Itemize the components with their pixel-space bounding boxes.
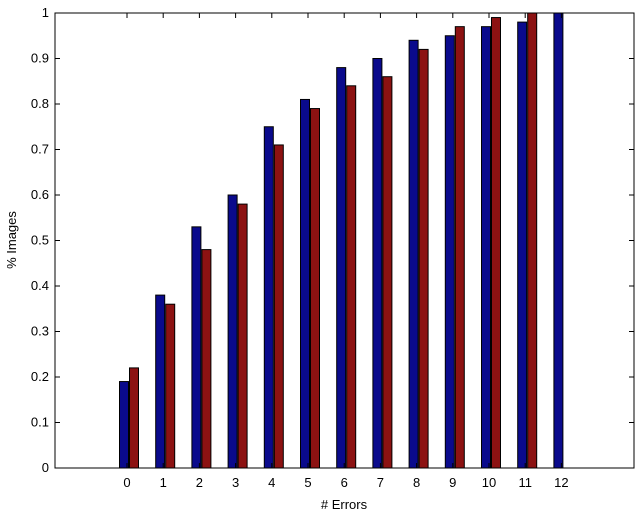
x-tick-label-5: 5 bbox=[304, 475, 311, 490]
y-tick-label-0.2: 0.2 bbox=[31, 369, 49, 384]
bar-series2-3 bbox=[237, 203, 248, 469]
bar-series1-11 bbox=[517, 21, 528, 469]
x-tick-label-9: 9 bbox=[449, 475, 456, 490]
y-tick-label-0.5: 0.5 bbox=[31, 233, 49, 248]
bar-series2-9 bbox=[454, 26, 465, 469]
y-tick-label-0: 0 bbox=[42, 460, 49, 475]
x-tick-label-8: 8 bbox=[413, 475, 420, 490]
bar-series1-6 bbox=[336, 67, 347, 469]
x-axis-ticks: 0 1 2 3 4 5 6 7 8 9 10 11 12 bbox=[123, 13, 569, 490]
bar-series2-8 bbox=[418, 48, 429, 469]
bar-series1-1 bbox=[155, 294, 166, 469]
x-tick-label-3: 3 bbox=[232, 475, 239, 490]
y-tick-label-0.9: 0.9 bbox=[31, 51, 49, 66]
bars-group bbox=[119, 12, 564, 469]
bar-series2-4 bbox=[273, 144, 284, 469]
y-tick-label-0.6: 0.6 bbox=[31, 187, 49, 202]
bar-series1-0 bbox=[119, 381, 129, 469]
bar-series2-6 bbox=[346, 85, 357, 469]
x-tick-label-6: 6 bbox=[341, 475, 348, 490]
bar-series2-10 bbox=[491, 17, 501, 469]
bar-series1-4 bbox=[263, 126, 274, 469]
x-tick-label-10: 10 bbox=[482, 475, 496, 490]
x-tick-label-7: 7 bbox=[377, 475, 384, 490]
y-axis-ticks: 0 0.1 0.2 0.3 0.4 0.5 0.6 0.7 0.8 0.9 1 bbox=[31, 5, 634, 475]
y-tick-label-0.3: 0.3 bbox=[31, 324, 49, 339]
bar-series2-7 bbox=[382, 76, 393, 469]
x-tick-label-0: 0 bbox=[123, 475, 130, 490]
bar-series1-3 bbox=[227, 194, 238, 469]
bar-series1-8 bbox=[408, 39, 419, 469]
x-tick-label-2: 2 bbox=[196, 475, 203, 490]
bar-series2-11 bbox=[527, 12, 538, 469]
bar-series1-2 bbox=[191, 226, 202, 469]
y-axis-label: % Images bbox=[4, 211, 19, 269]
x-axis-label: # Errors bbox=[321, 497, 368, 512]
y-tick-label-0.7: 0.7 bbox=[31, 142, 49, 157]
y-tick-label-0.8: 0.8 bbox=[31, 96, 49, 111]
bar-series1-7 bbox=[372, 58, 383, 469]
bar-series2-0 bbox=[129, 367, 139, 469]
bar-series1-5 bbox=[300, 98, 310, 469]
x-tick-label-11: 11 bbox=[518, 475, 532, 490]
bar-series1-12 bbox=[553, 12, 564, 469]
bar-series2-2 bbox=[201, 249, 212, 469]
bar-series1-10 bbox=[481, 26, 491, 469]
bar-series1-9 bbox=[444, 35, 455, 469]
bar-series2-5 bbox=[310, 108, 320, 469]
bar-series2-1 bbox=[165, 303, 176, 469]
y-tick-label-0.1: 0.1 bbox=[31, 415, 49, 430]
x-tick-label-4: 4 bbox=[268, 475, 275, 490]
y-tick-label-1: 1 bbox=[42, 5, 49, 20]
y-tick-label-0.4: 0.4 bbox=[31, 278, 49, 293]
x-tick-label-12: 12 bbox=[554, 475, 568, 490]
x-tick-label-1: 1 bbox=[160, 475, 167, 490]
